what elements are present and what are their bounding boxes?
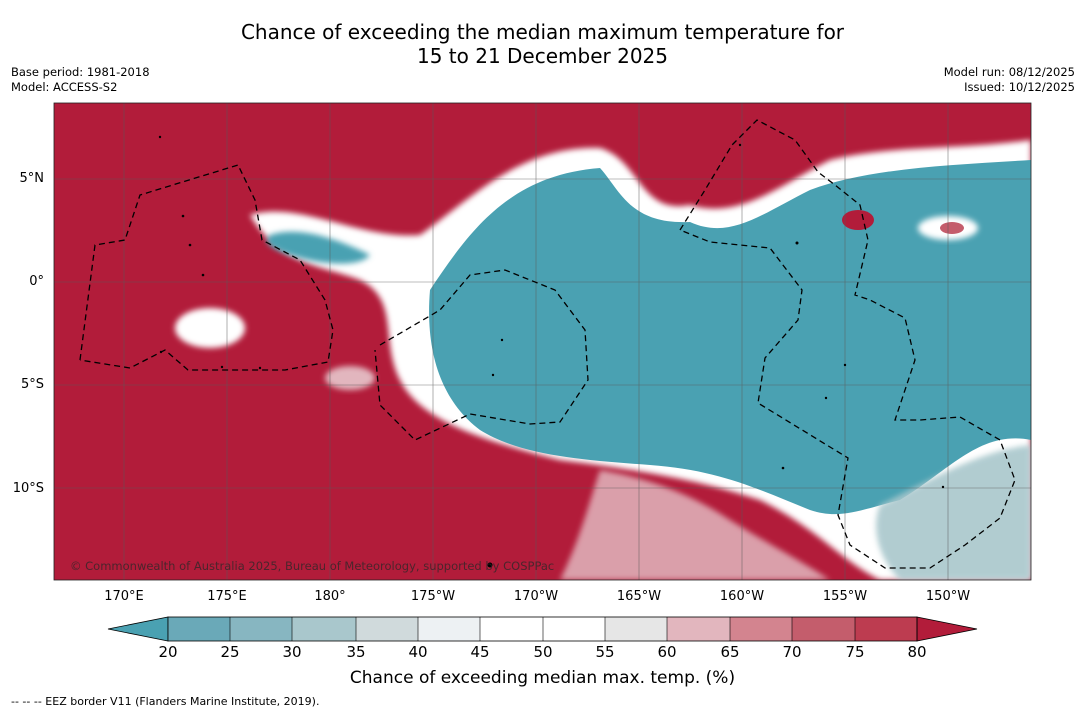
lon-label-160w: 160°W (719, 589, 765, 604)
lat-label-5s: 5°S (20, 377, 44, 392)
colorbar-frame (167, 616, 918, 642)
colorbar-tick-55: 55 (595, 643, 615, 661)
colorbar-tick-50: 50 (533, 643, 553, 661)
eez-borders (79, 119, 1016, 569)
colorbar-bin-50-55 (543, 617, 605, 641)
colorbar-tick-40: 40 (408, 643, 428, 661)
colorbar-bin-30-35 (292, 617, 356, 641)
colorbar-tick-45: 45 (470, 643, 490, 661)
lon-label-175w: 175°W (410, 589, 456, 604)
colorbar-tick-30: 30 (282, 643, 302, 661)
colorbar-tick-75: 75 (845, 643, 865, 661)
lon-label-180: 180° (314, 589, 346, 604)
base-period: Base period: 1981-2018 (11, 65, 150, 79)
meta-right: Model run: 08/12/2025 Issued: 10/12/2025 (944, 65, 1075, 95)
islands (158, 135, 945, 568)
lat-label-10s: 10°S (12, 481, 44, 496)
colorbar-tick-65: 65 (720, 643, 740, 661)
colorbar-tick-80: 80 (907, 643, 927, 661)
lon-label-155w: 155°W (822, 589, 868, 604)
colorbar-tick-20: 20 (158, 643, 178, 661)
eez-footnote: -- -- -- EEZ border V11 (Flanders Marine… (11, 695, 320, 708)
below-median-field (429, 160, 1031, 515)
warm-spot-1 (842, 210, 874, 230)
light-teal-patch (876, 445, 1031, 580)
colorbar-bin-60-65 (667, 617, 730, 641)
warm-spot-2 (940, 222, 964, 234)
lon-label-170w: 170°W (513, 589, 559, 604)
colorbar-tick-60: 60 (657, 643, 677, 661)
gridlines (54, 103, 1031, 580)
colorbar-label: Chance of exceeding median max. temp. (%… (349, 668, 736, 688)
meta-left: Base period: 1981-2018 Model: ACCESS-S2 (11, 65, 150, 95)
colorbar-bin-45-50 (480, 617, 543, 641)
pink-fringe (560, 470, 830, 580)
title-line-2: 15 to 21 December 2025 (416, 44, 668, 68)
colorbar-low-arrow (107, 616, 169, 642)
colorbar-dividers (229, 617, 856, 641)
lon-label-150w: 150°W (925, 589, 971, 604)
model-name: Model: ACCESS-S2 (11, 80, 118, 94)
colorbar-bin-55-60 (605, 617, 667, 641)
map-frame (53, 102, 1032, 581)
lon-label-170e: 170°E (104, 589, 144, 604)
colorbar-bin-70-75 (792, 617, 855, 641)
lat-label-0: 0° (29, 274, 44, 289)
colorbar-bin-20-25 (168, 617, 230, 641)
colorbar-high-arrow (916, 616, 978, 642)
colorbar-bin-40-45 (418, 617, 480, 641)
lon-label-165w: 165°W (616, 589, 662, 604)
colorbar-bin-65-70 (730, 617, 792, 641)
pink-patch (325, 366, 375, 390)
issued-date: Issued: 10/12/2025 (964, 80, 1075, 94)
lon-label-175e: 175°E (207, 589, 247, 604)
colorbar-bin-75-80 (855, 617, 917, 641)
lat-label-5n: 5°N (19, 171, 45, 186)
colorbar-tick-35: 35 (346, 643, 366, 661)
colorbar (107, 616, 978, 642)
chart-title: Chance of exceeding the median maximum t… (0, 20, 1085, 68)
model-run: Model run: 08/12/2025 (943, 65, 1075, 79)
map-area (54, 103, 1031, 580)
colorbar-tick-70: 70 (782, 643, 802, 661)
colorbar-bin-25-30 (230, 617, 292, 641)
copyright-credit: © Commonwealth of Australia 2025, Bureau… (70, 559, 555, 573)
colorbar-tick-25: 25 (220, 643, 240, 661)
colorbar-bin-35-40 (356, 617, 418, 641)
title-line-1: Chance of exceeding the median maximum t… (240, 20, 845, 44)
warm-relief-patch (175, 308, 245, 348)
